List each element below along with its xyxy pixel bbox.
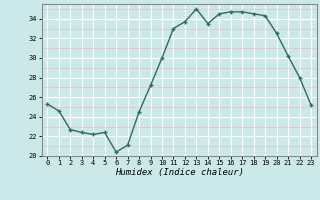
X-axis label: Humidex (Indice chaleur): Humidex (Indice chaleur)	[115, 168, 244, 177]
